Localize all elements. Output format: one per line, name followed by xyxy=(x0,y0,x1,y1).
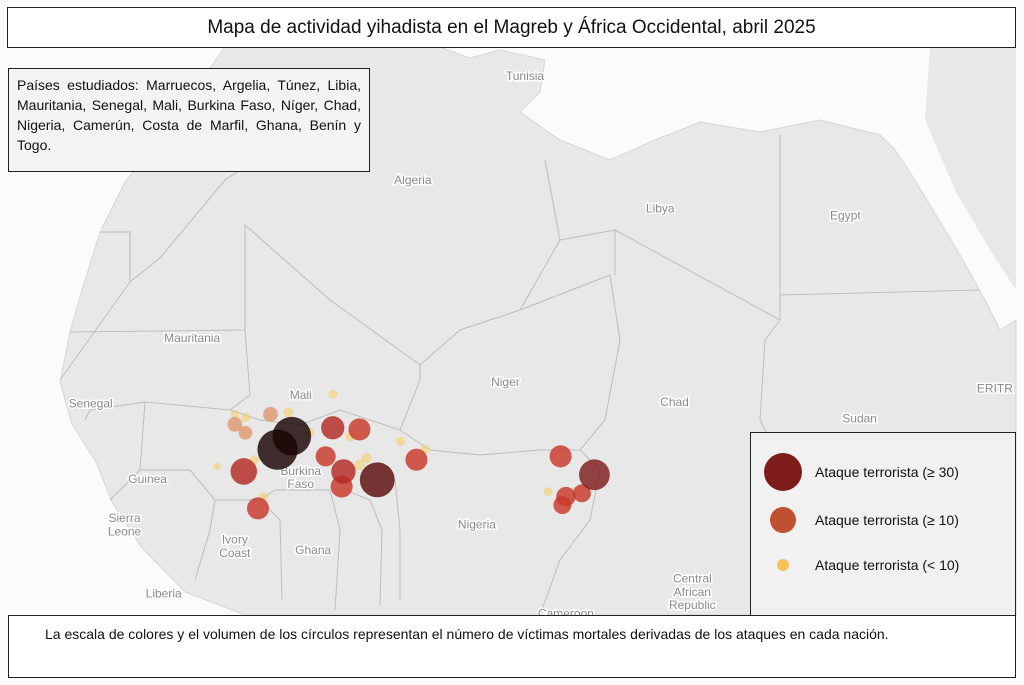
country-label: Guinea xyxy=(128,472,167,486)
attack-bubble[interactable] xyxy=(321,416,345,440)
country-label: Central xyxy=(673,571,712,585)
attack-bubble[interactable] xyxy=(230,458,258,485)
country-label: Ghana xyxy=(295,543,331,557)
country-label: Ivory xyxy=(222,533,248,547)
legend-dot-medium xyxy=(770,507,796,533)
country-label: Coast xyxy=(219,546,251,560)
legend-label-medium: Ataque terrorista (≥ 10) xyxy=(815,512,959,528)
country-label: Algeria xyxy=(394,173,432,187)
attack-bubble[interactable] xyxy=(213,462,221,471)
country-label: Senegal xyxy=(69,397,113,411)
attack-bubble[interactable] xyxy=(241,413,251,423)
country-label: Republic xyxy=(669,598,716,612)
attack-bubble[interactable] xyxy=(315,446,336,467)
studied-countries-note: Países estudiados: Marruecos, Argelia, T… xyxy=(8,68,370,172)
attack-bubbles xyxy=(213,389,610,520)
attack-bubble[interactable] xyxy=(230,409,240,419)
country-label: Mali xyxy=(290,388,312,402)
legend-item-low: Ataque terrorista (< 10) xyxy=(751,557,959,573)
attack-bubble[interactable] xyxy=(579,459,610,491)
attack-bubble[interactable] xyxy=(572,484,591,503)
attack-bubble[interactable] xyxy=(395,436,405,446)
attack-bubble[interactable] xyxy=(263,406,278,422)
attack-bubble[interactable] xyxy=(405,448,428,471)
attack-bubble[interactable] xyxy=(556,486,576,507)
attack-bubble[interactable] xyxy=(359,462,395,498)
map-title: Mapa de actividad yihadista en el Magreb… xyxy=(7,7,1016,48)
attack-bubble[interactable] xyxy=(283,407,294,418)
attack-bubble[interactable] xyxy=(328,389,338,399)
attack-bubble[interactable] xyxy=(361,452,372,464)
attack-bubble[interactable] xyxy=(257,429,298,470)
country-label: Sierra xyxy=(108,511,140,525)
legend-item-high: Ataque terrorista (≥ 30) xyxy=(751,453,959,491)
arabia-land xyxy=(925,47,1016,290)
legend-label-high: Ataque terrorista (≥ 30) xyxy=(815,464,959,480)
attack-bubble[interactable] xyxy=(354,459,365,470)
caption: La escala de colores y el volumen de los… xyxy=(8,615,1016,678)
country-label: Mauritania xyxy=(164,331,220,345)
attack-bubble[interactable] xyxy=(238,425,253,440)
attack-bubble[interactable] xyxy=(543,487,553,497)
legend-dot-low xyxy=(777,559,789,571)
country-label: Tunisia xyxy=(506,69,545,83)
country-label: Faso xyxy=(287,477,314,491)
legend-item-medium: Ataque terrorista (≥ 10) xyxy=(751,507,959,533)
country-label: Libya xyxy=(646,202,675,216)
attack-bubble[interactable] xyxy=(227,417,243,432)
country-label: Liberia xyxy=(146,586,182,600)
country-label: ERITR xyxy=(977,381,1013,395)
attack-bubble[interactable] xyxy=(246,497,270,520)
country-label: Chad xyxy=(660,395,689,409)
attack-bubble[interactable] xyxy=(331,459,356,484)
country-label: Leone xyxy=(108,524,142,538)
attack-bubble[interactable] xyxy=(549,445,572,468)
country-label: Sudan xyxy=(842,412,877,426)
attack-bubble[interactable] xyxy=(348,418,371,441)
legend-label-low: Ataque terrorista (< 10) xyxy=(815,557,960,573)
legend: Ataque terrorista (≥ 30) Ataque terroris… xyxy=(750,432,1016,616)
legend-dot-high xyxy=(764,453,802,491)
country-borders xyxy=(59,129,981,616)
country-label: Burkina xyxy=(280,464,321,478)
country-label: Niger xyxy=(491,375,520,389)
country-label: African xyxy=(674,585,711,599)
country-label: Egypt xyxy=(830,208,861,222)
country-label: Nigeria xyxy=(458,518,496,532)
